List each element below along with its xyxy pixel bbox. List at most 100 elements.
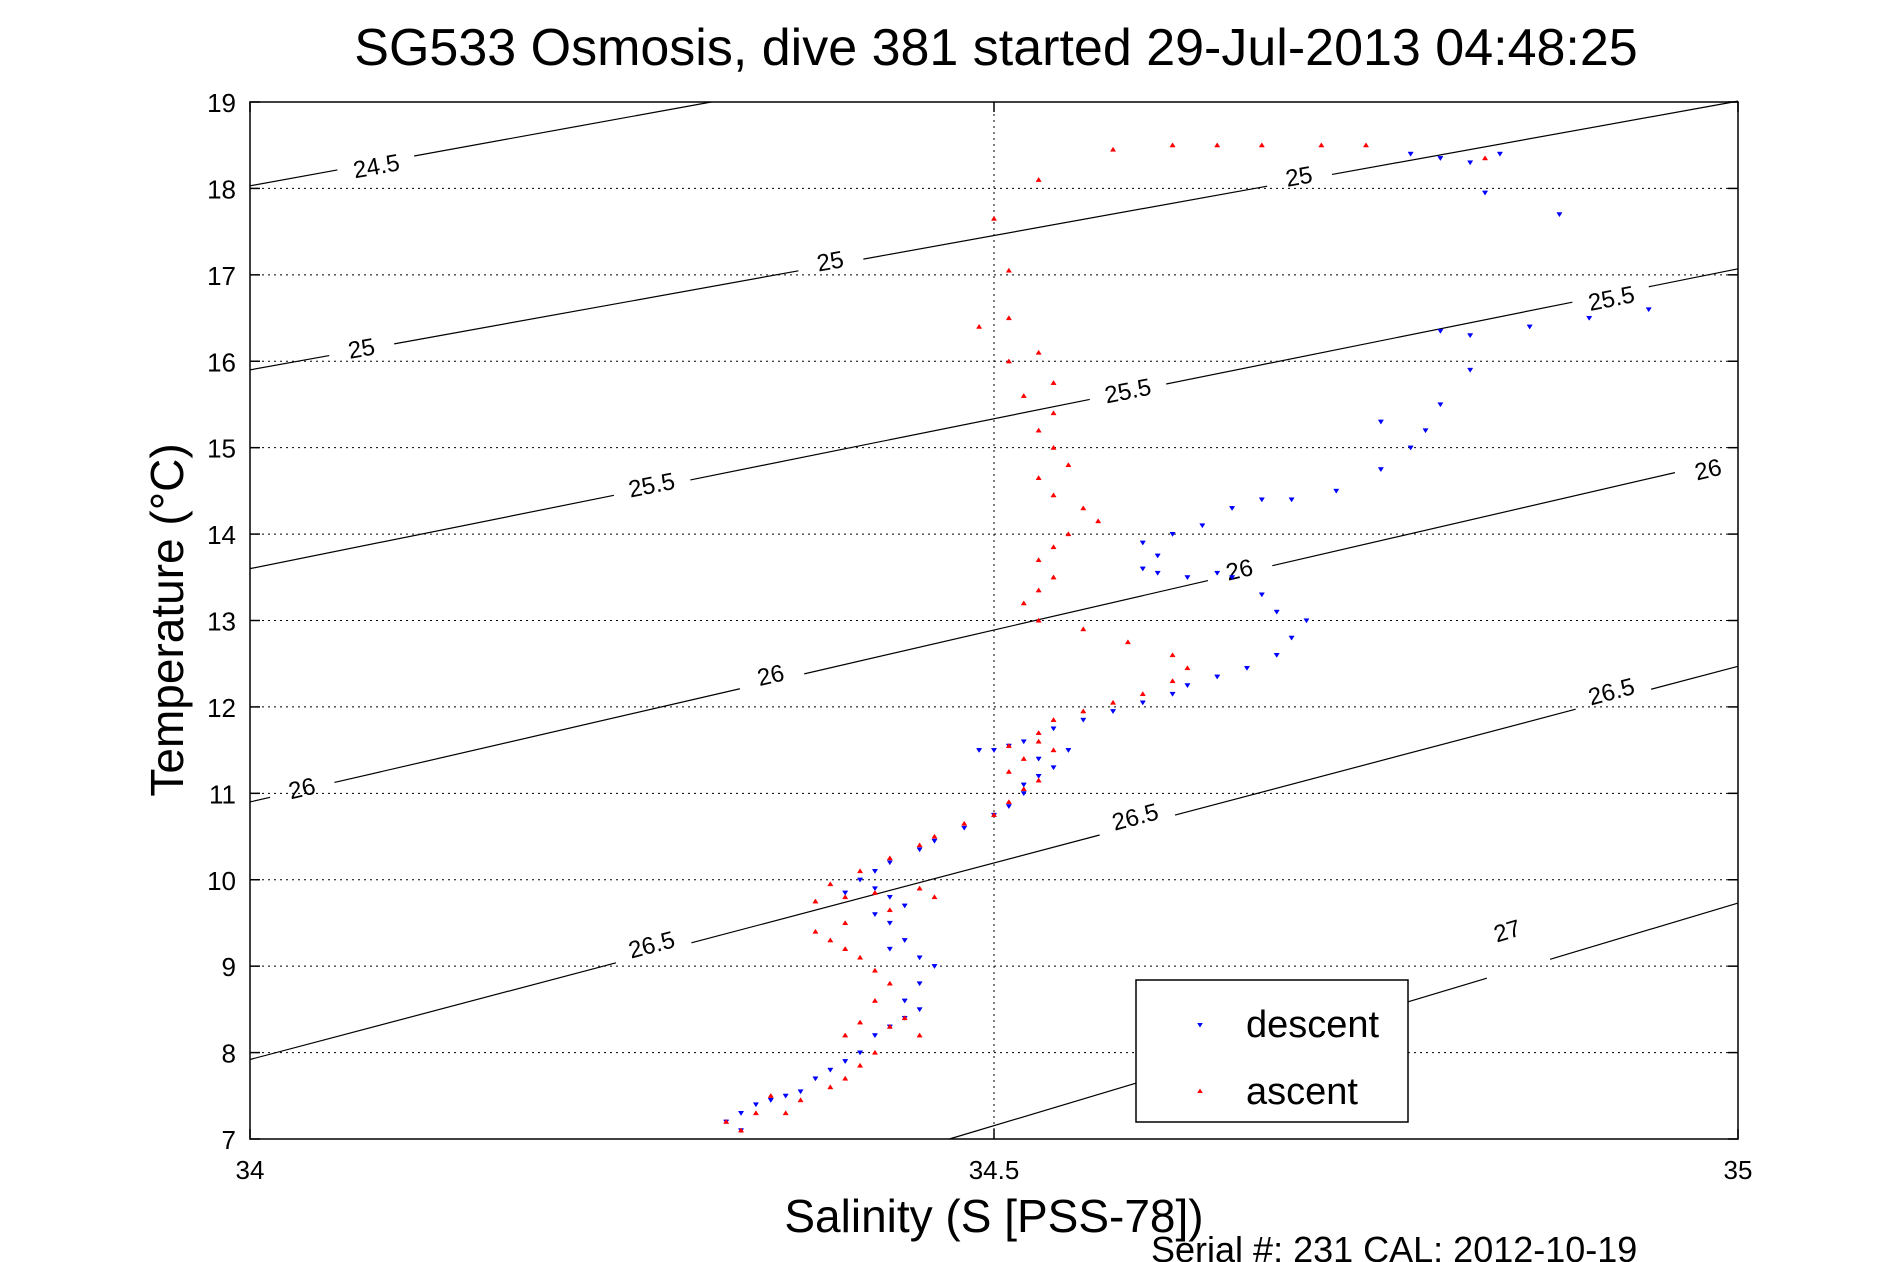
descent-point	[1645, 307, 1652, 313]
descent-point	[752, 1102, 759, 1108]
ascent-point	[1258, 142, 1265, 148]
descent-point	[1407, 445, 1414, 451]
ascent-point	[886, 1023, 893, 1029]
descent-point	[1556, 212, 1563, 218]
ascent-point	[1005, 742, 1012, 748]
ascent-point	[1124, 639, 1131, 645]
y-tick-label: 19	[207, 88, 236, 118]
ascent-point	[812, 898, 819, 904]
legend-box	[1135, 979, 1409, 1123]
ascent-point	[1065, 531, 1072, 537]
ascent-point	[1169, 142, 1176, 148]
ascent-point	[857, 868, 864, 874]
descent-point	[1586, 315, 1593, 321]
descent-point	[1243, 665, 1251, 671]
descent-point	[1437, 402, 1444, 408]
contour-segment	[414, 101, 712, 157]
ascent-point	[916, 885, 923, 891]
descent-point	[916, 1007, 923, 1013]
descent-point	[1333, 488, 1340, 494]
descent-point	[1437, 328, 1444, 334]
descent-point	[1035, 773, 1042, 779]
ascent-point	[1109, 146, 1117, 152]
descent-point	[1437, 156, 1444, 161]
ascent-point	[1020, 755, 1027, 761]
descent-point	[901, 998, 908, 1004]
descent-point	[916, 981, 923, 987]
ascent-point	[1481, 155, 1489, 161]
ascent-point	[1035, 427, 1042, 433]
ascent-point	[1005, 267, 1012, 273]
descent-point	[1020, 739, 1027, 745]
descent-point	[871, 886, 879, 892]
descent-point	[916, 955, 923, 961]
descent-point	[1154, 553, 1161, 559]
ascent-point	[827, 1084, 834, 1090]
descent-point	[886, 894, 893, 900]
ascent-point	[1035, 557, 1042, 563]
serial-calibration-footer: Serial #: 231 CAL: 2012-10-19	[1151, 1229, 1637, 1262]
axis-ticks: 7 8 9 10 11 12 13 14 15 16 17 18 19 34 34.5 35	[207, 88, 1752, 1185]
descent-point	[871, 1033, 879, 1039]
ascent-point	[812, 928, 819, 934]
ascent-point	[931, 833, 938, 839]
descent-point	[976, 748, 983, 753]
descent-point	[886, 920, 893, 926]
descent-point	[842, 890, 849, 896]
contour-segment	[1648, 268, 1739, 288]
ascent-point	[1109, 699, 1117, 705]
descent-point	[1020, 782, 1027, 788]
y-tick-label: 10	[207, 866, 236, 896]
descent-point	[1288, 635, 1295, 641]
descent-point	[1139, 700, 1146, 706]
ascent-point	[1362, 142, 1370, 148]
ascent-point	[1020, 393, 1027, 398]
descent-point	[1407, 151, 1414, 157]
descent-point	[1169, 532, 1176, 537]
descent-point	[782, 1093, 789, 1099]
contour-label: 26	[1223, 554, 1255, 586]
y-tick-label: 8	[222, 1039, 236, 1069]
ascent-point	[1050, 492, 1057, 498]
ascent-point	[842, 1032, 849, 1038]
y-tick-label: 17	[207, 261, 236, 291]
contour-segment	[1331, 100, 1739, 176]
ascent-point	[1139, 691, 1146, 697]
x-axis-label: Salinity (S [PSS-78])	[784, 1190, 1203, 1242]
contour-label: 25	[346, 333, 377, 364]
ascent-point	[842, 1075, 849, 1081]
contour-segment	[334, 688, 741, 784]
ascent-point	[1035, 738, 1042, 744]
descent-point	[1109, 709, 1117, 715]
ascent-point	[871, 1049, 879, 1055]
descent-point	[1080, 717, 1087, 723]
descent-point	[886, 860, 893, 866]
contour-segment	[1166, 301, 1573, 385]
descent-point	[931, 964, 938, 969]
ascent-point	[871, 997, 879, 1003]
descent-point	[1050, 765, 1057, 771]
ascent-point	[886, 855, 893, 861]
ascent-point	[737, 1127, 745, 1133]
legend-label-ascent: ascent	[1246, 1071, 1358, 1113]
contour-label: 26	[755, 660, 787, 692]
contour-segment	[1174, 708, 1576, 816]
ascent-point	[1005, 358, 1012, 364]
ascent-point	[1005, 768, 1012, 774]
descent-point	[871, 869, 879, 874]
ascent-point	[886, 980, 893, 986]
descent-point	[1229, 575, 1236, 581]
contour-segment	[249, 962, 617, 1061]
x-tick-label: 34	[236, 1155, 265, 1185]
descent-point	[1184, 575, 1191, 581]
y-tick-label: 18	[207, 174, 236, 204]
contour-segment	[1549, 902, 1739, 960]
contour-segment	[394, 270, 799, 345]
descent-point	[1139, 540, 1146, 546]
descent-point	[1020, 791, 1027, 797]
ascent-point	[842, 894, 849, 900]
chart-title: SG533 Osmosis, dive 381 started 29-Jul-2…	[354, 19, 1637, 77]
descent-point	[1526, 324, 1533, 330]
ascent-point	[857, 954, 864, 960]
